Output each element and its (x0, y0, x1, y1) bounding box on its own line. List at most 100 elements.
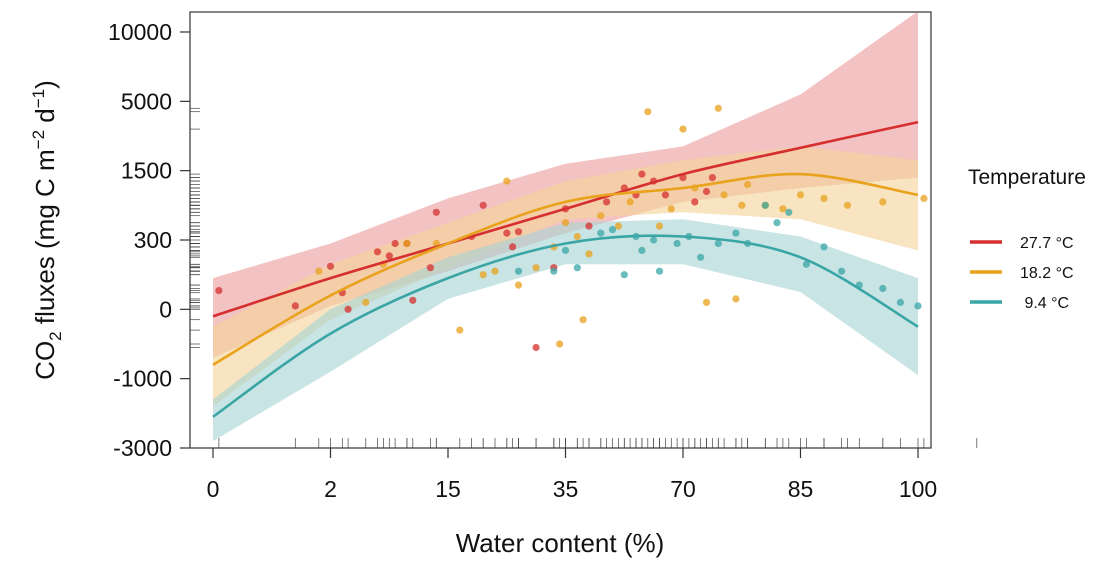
data-point (708, 174, 717, 182)
data-point (503, 177, 511, 185)
plot-frame (189, 11, 932, 449)
data-point (532, 343, 540, 352)
data-point (603, 198, 611, 206)
legend-title: Temperature (968, 166, 1086, 189)
data-point (514, 281, 523, 289)
data-point (561, 246, 570, 254)
rug-marks (190, 107, 978, 448)
data-point (344, 305, 352, 313)
x-tick-label: 100 (899, 476, 937, 502)
y-tick-label: 10000 (108, 19, 172, 45)
fit-line-1 (212, 172, 919, 366)
x-tick-label: 2 (324, 476, 337, 502)
data-point (702, 187, 711, 196)
legend-label: 9.4 °C (1020, 295, 1069, 312)
data-point (550, 267, 558, 275)
data-point (432, 208, 440, 216)
data-point (585, 222, 593, 230)
y-axis-label-main: CO (30, 341, 60, 380)
data-point (373, 248, 382, 256)
data-point (920, 194, 928, 202)
data-point (409, 296, 417, 304)
data-point (479, 271, 487, 279)
data-point (585, 250, 593, 258)
y-axis-label-sup2: −1 (29, 89, 48, 108)
data-point (820, 243, 828, 251)
y-axis-label-sup1: −2 (29, 130, 48, 149)
data-point (796, 191, 805, 199)
data-point (661, 191, 670, 199)
data-point (479, 201, 487, 209)
data-point (597, 229, 605, 237)
data-point (514, 267, 523, 275)
x-tick-label: 70 (670, 476, 696, 502)
data-point (456, 326, 464, 334)
fitted-curves (212, 120, 919, 418)
data-point (573, 232, 581, 241)
data-point (532, 264, 540, 272)
data-point (691, 198, 699, 206)
data-point (879, 198, 887, 206)
data-point (620, 271, 628, 279)
data-point (491, 267, 499, 275)
data-point (426, 264, 434, 272)
data-point (914, 302, 922, 310)
data-point (391, 239, 399, 248)
data-point (773, 219, 781, 227)
fit-line-0 (212, 120, 919, 318)
data-point (561, 219, 570, 227)
data-point (215, 287, 223, 295)
data-point (614, 222, 623, 230)
data-point (702, 298, 711, 306)
y-tick-label: 5000 (121, 88, 172, 114)
data-point (843, 201, 852, 209)
y-axis-label-mid: d (30, 108, 60, 130)
data-point (973, 304, 980, 311)
data-point (802, 260, 811, 268)
y-axis-label-rest: fluxes (mg C m (30, 149, 60, 331)
data-point (385, 252, 393, 260)
y-tick-label: 300 (134, 227, 172, 253)
data-point (785, 208, 793, 216)
data-point (738, 201, 746, 209)
y-axis-label-sub: 2 (46, 331, 65, 340)
x-tick-label: 0 (207, 476, 220, 502)
y-axis-ticks: 10000 5000 1500 300 0 -1000 -3000 (108, 19, 190, 461)
data-point (626, 198, 634, 206)
data-point (503, 229, 511, 237)
data-point (879, 284, 887, 293)
data-point (714, 104, 722, 112)
y-tick-label: -3000 (113, 435, 172, 461)
data-point (820, 194, 828, 202)
data-point (650, 236, 658, 244)
x-axis-label: Water content (%) (456, 528, 665, 558)
data-point (508, 243, 517, 251)
data-point (679, 125, 687, 133)
data-point (896, 298, 905, 306)
data-point (403, 239, 411, 248)
confidence-band-1 (213, 146, 918, 407)
data-point (838, 267, 846, 275)
y-tick-label: -1000 (113, 366, 172, 392)
fit-line-2 (212, 234, 919, 418)
data-point (315, 267, 323, 275)
data-point (697, 253, 705, 261)
data-point (732, 295, 740, 303)
data-point (673, 239, 681, 248)
y-axis-label: CO2 fluxes (mg C m−2 d−1) (29, 80, 65, 380)
data-point (667, 205, 675, 213)
data-point (720, 191, 728, 199)
legend-label: 27.7 °C (1020, 235, 1074, 252)
data-point (732, 229, 740, 237)
x-tick-label: 35 (553, 476, 579, 502)
data-point (597, 212, 605, 220)
data-point (638, 170, 646, 178)
data-point (326, 262, 335, 270)
data-point (655, 267, 664, 275)
data-point (556, 340, 564, 348)
data-point (573, 264, 581, 272)
legend-label: 18.2 °C (1020, 265, 1074, 282)
confidence-band-2 (213, 219, 918, 442)
data-point (655, 222, 664, 230)
